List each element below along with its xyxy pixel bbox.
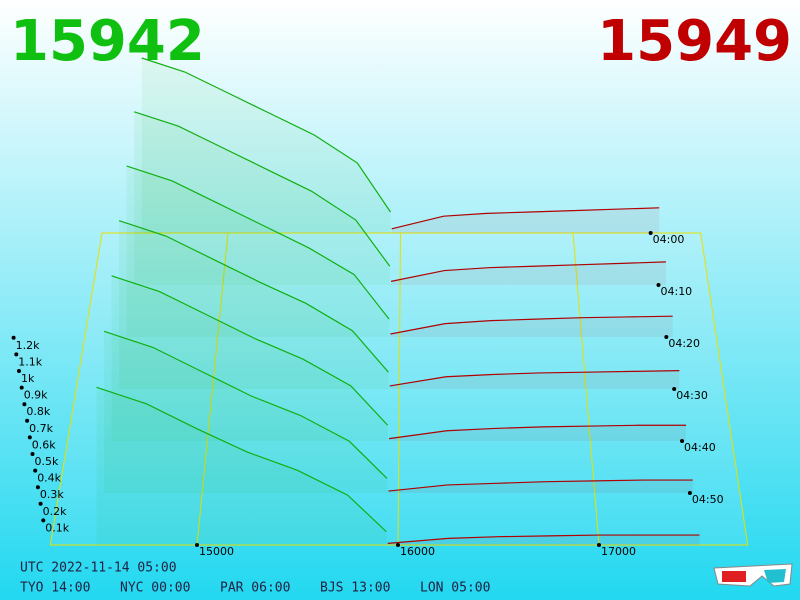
grid-line <box>572 232 600 546</box>
asks-line <box>388 479 693 492</box>
bids-line <box>141 57 391 213</box>
tick-mark <box>33 468 38 473</box>
bids-line <box>118 220 389 373</box>
tick-mark <box>41 518 46 523</box>
y-tick-label: 0.5k <box>35 455 59 468</box>
tick-mark <box>38 501 43 506</box>
depth-layers <box>96 57 700 545</box>
city-time: NYC 00:00 <box>120 581 190 596</box>
bids-area <box>96 387 387 545</box>
asks-line <box>390 315 673 335</box>
y-tick-label: 1.1k <box>18 355 42 368</box>
y-tick-label: 0.2k <box>43 505 67 518</box>
grid-line <box>196 232 229 546</box>
bids-area <box>141 58 391 233</box>
x-tick-label: 15000 <box>199 545 234 558</box>
time-label: 04:20 <box>668 337 700 350</box>
ask-price: 15949 <box>597 9 792 74</box>
grid-line <box>397 232 401 546</box>
tick-mark <box>664 335 669 339</box>
tick-mark <box>687 491 692 495</box>
time-label: 04:10 <box>660 285 692 298</box>
tick-mark <box>14 352 19 357</box>
asks-area <box>387 535 700 545</box>
y-tick-label: 0.6k <box>32 438 56 451</box>
y-tick-label: 0.3k <box>40 488 64 501</box>
time-label: 04:40 <box>684 441 716 454</box>
tick-mark <box>680 439 685 443</box>
asks-area <box>390 316 673 337</box>
tick-mark <box>597 543 601 547</box>
y-tick-label: 0.4k <box>37 472 61 485</box>
tick-mark <box>396 543 400 547</box>
tick-mark <box>648 231 653 235</box>
tick-mark <box>30 452 35 456</box>
city-time: TYO 14:00 <box>20 581 90 596</box>
asks-line <box>387 534 700 544</box>
tick-mark <box>22 402 27 407</box>
bids-line <box>96 386 387 533</box>
bids-area <box>119 220 389 389</box>
asks-line <box>388 424 687 440</box>
y-tick-label: 0.8k <box>26 405 50 418</box>
y-tick-label: 1k <box>21 372 35 385</box>
tick-mark <box>195 543 199 547</box>
asks-area <box>389 370 680 389</box>
bids-area <box>126 166 390 337</box>
bids-area <box>111 275 388 441</box>
city-time: LON 05:00 <box>420 581 490 596</box>
bids-area <box>104 331 388 493</box>
bids-line <box>103 330 388 479</box>
time-label: 04:00 <box>653 233 685 246</box>
tick-mark <box>35 485 40 490</box>
utc-time: UTC 2022-11-14 05:00 <box>20 561 177 576</box>
tick-mark <box>25 418 30 423</box>
y-tick-label: 1.2k <box>16 339 40 352</box>
bid-price: 15942 <box>10 9 205 74</box>
x-tick-label: 17000 <box>601 545 636 558</box>
city-time: BJS 13:00 <box>320 581 390 596</box>
x-tick-label: 16000 <box>400 545 435 558</box>
tick-mark <box>672 387 677 391</box>
y-tick-label: 0.9k <box>24 389 48 402</box>
asks-area <box>391 261 666 285</box>
asks-line <box>389 370 680 387</box>
bids-line <box>111 275 389 426</box>
floor: 15000 16000 17000 <box>49 232 749 558</box>
y-tick-label: 0.1k <box>45 521 69 534</box>
bids-area <box>134 111 390 285</box>
tick-mark <box>19 385 24 390</box>
bids-line <box>134 111 391 267</box>
city-time: PAR 06:00 <box>220 581 290 596</box>
time-label: 04:30 <box>676 389 708 402</box>
bids-line <box>126 165 390 320</box>
y-tick-label: 0.7k <box>29 422 53 435</box>
asks-line <box>390 261 666 282</box>
time-label: 04:50 <box>692 493 724 506</box>
asks-line <box>391 207 660 230</box>
tick-mark <box>17 369 21 373</box>
tick-mark <box>27 435 32 440</box>
tick-mark <box>656 283 661 287</box>
asks-area <box>389 425 687 441</box>
asks-area <box>388 480 693 493</box>
asks-area <box>391 207 660 233</box>
tick-mark <box>11 335 16 340</box>
3d-glasses-icon[interactable] <box>713 563 793 587</box>
